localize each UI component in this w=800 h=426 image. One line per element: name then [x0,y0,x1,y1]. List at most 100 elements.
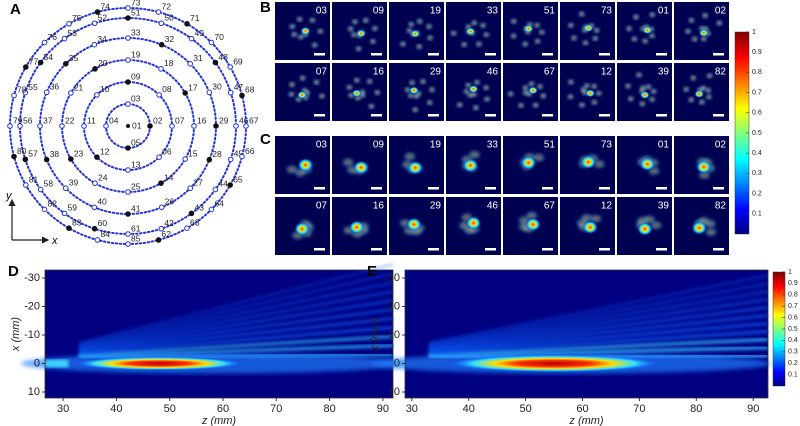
node-dot [158,225,165,232]
node-dot [155,9,162,15]
colorbar-tick-label: 1 [752,29,756,36]
speckle-spot [582,39,590,46]
speckle-spot [648,96,656,103]
node-dot [158,66,164,72]
speckle-spot [684,28,692,35]
scale-bar [599,248,610,251]
tile-label: 51 [544,140,556,151]
scale-bar [314,187,325,190]
tile-label: 02 [715,140,727,151]
node-dot [125,15,131,21]
scale-bar [542,53,553,56]
speckle-spot [284,164,299,175]
speckle-spot [632,14,640,21]
focal-spot [353,160,370,175]
node-dot [66,21,72,27]
speckle-spot [578,11,586,18]
tile-label: 09 [373,6,385,17]
node-label: 38 [50,149,60,159]
tile-label: 33 [487,6,499,17]
speckle-spot [311,42,319,49]
speckle-spot [415,43,423,50]
speckle-spot [473,79,481,86]
colorbar-tick-label: 0.5 [752,130,762,137]
node-dot [23,182,29,188]
node-label: 32 [165,34,175,44]
node-dot [182,156,188,162]
node-label: 80 [17,146,27,156]
node-dot [206,89,213,96]
node-label: 28 [212,149,222,159]
speckle-spot [470,19,478,26]
speckle-spot [533,22,541,29]
focal-spot [348,220,365,235]
node-dot [91,20,98,27]
fringe [428,289,769,348]
node-dot [158,20,165,27]
speckle-spot [578,102,586,109]
node-label: 01 [132,120,142,130]
node-dot [94,9,101,15]
beam [72,356,247,371]
node-dot [92,66,98,72]
focal-spot [300,27,311,35]
node-dot [156,92,162,98]
x-tick-label: 50 [519,403,531,415]
tile-label: 33 [487,140,499,151]
fringe [78,326,394,356]
scale-bar [599,187,610,190]
speckle-spot [402,151,417,162]
colorbar-tick-label: 0.2 [788,360,798,367]
speckle-spot [630,35,638,42]
speckle-spot [460,41,468,48]
tile-label: 12 [601,67,613,78]
node-label: 53 [68,28,78,38]
speckle-spot [538,29,546,36]
node-label: 50 [164,13,174,23]
node-label: 69 [233,56,243,66]
node-label: 77 [29,56,39,66]
tile-label: 07 [316,201,328,212]
fringe [428,305,769,351]
x-tick-label: 90 [747,403,759,415]
scale-bar [656,114,667,117]
node-label: 15 [188,148,198,158]
tile-label: 73 [601,6,613,17]
node-label: 76 [48,32,58,42]
speckle-spot [407,21,415,28]
speckle-spot [373,89,381,96]
colorbar-tick-label: 0.9 [752,49,762,56]
colorbar-tick-label: 0.7 [788,303,798,310]
node-label: 12 [100,146,110,156]
scale-bar [542,114,553,117]
node-dot [41,206,48,213]
tile-label: 16 [373,201,385,212]
speckle-spot [591,35,599,42]
fringe [78,317,394,354]
node-dot [94,92,100,98]
focal-spot [462,158,479,173]
focal-spot [468,85,479,94]
speckle-spot [426,99,434,106]
map-image [371,273,771,374]
speckle-spot [703,227,718,238]
tile-label: 09 [373,140,385,151]
speckle-spot [369,38,377,45]
node-dot [184,225,190,231]
speckle-spot [411,106,419,113]
node-label: 34 [97,34,107,44]
node-label: 71 [190,13,200,23]
x-tick-label: 60 [217,403,229,415]
speckle-spot [627,95,635,102]
node-dot [125,57,131,63]
node-dot [92,180,98,186]
speckle-spot [691,36,699,43]
focal-spot [410,29,421,38]
node-dot [125,231,131,237]
fringe [78,281,394,348]
scale-bar [656,248,667,251]
speckle-spot [648,32,656,39]
node-dot [125,79,131,85]
speckle-spot [687,96,695,103]
node-dot [182,90,188,96]
